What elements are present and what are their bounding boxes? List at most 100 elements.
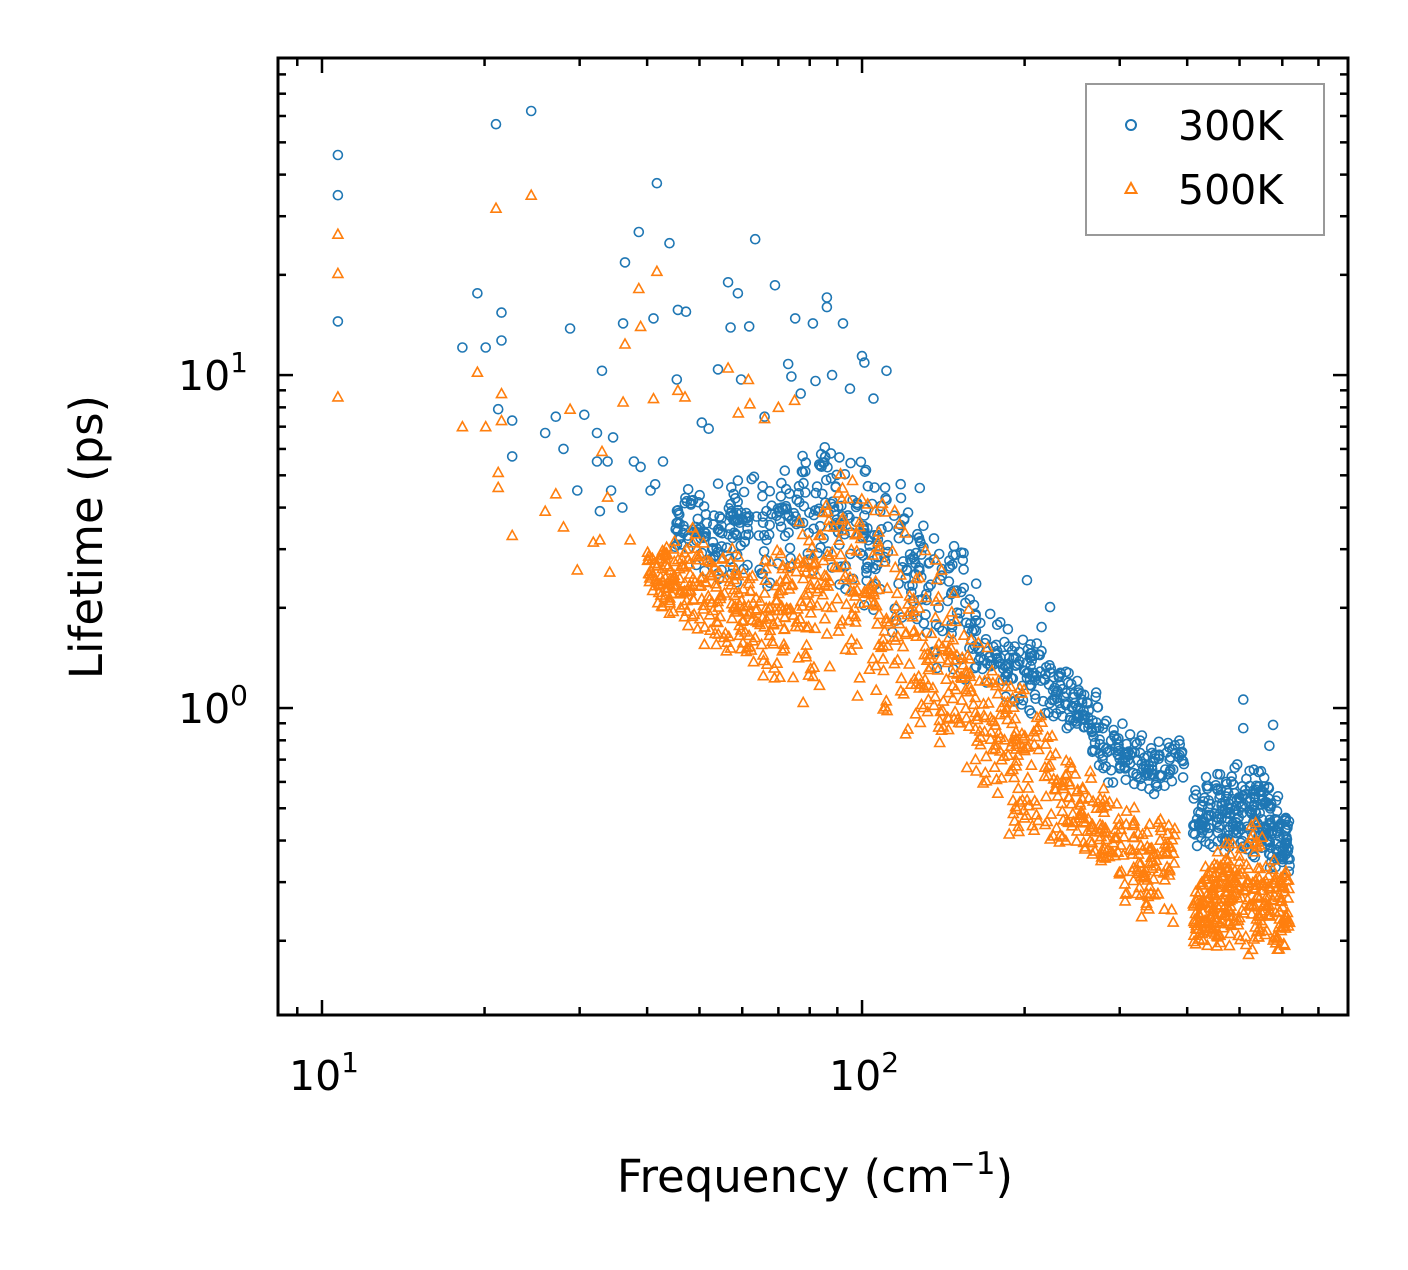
point-500k bbox=[960, 711, 973, 723]
point-500k bbox=[738, 625, 752, 637]
point-500k bbox=[816, 588, 830, 600]
point-300k bbox=[1199, 792, 1210, 804]
point-300k bbox=[1253, 766, 1265, 778]
point-500k bbox=[786, 670, 800, 683]
point-500k bbox=[792, 514, 806, 527]
point-300k bbox=[735, 540, 747, 551]
point-500k bbox=[766, 618, 780, 630]
point-500k bbox=[736, 614, 749, 626]
point-300k bbox=[628, 456, 640, 467]
point-300k bbox=[840, 583, 851, 595]
point-500k bbox=[963, 669, 977, 682]
point-500k bbox=[763, 609, 777, 621]
point-500k bbox=[1032, 742, 1045, 755]
point-500k bbox=[995, 771, 1008, 783]
point-500k bbox=[893, 605, 907, 617]
point-500k bbox=[931, 663, 945, 675]
point-500k bbox=[850, 526, 864, 538]
point-500k bbox=[1226, 870, 1240, 882]
point-500k bbox=[1127, 873, 1140, 886]
point-500k bbox=[634, 319, 647, 332]
point-500k bbox=[1136, 827, 1149, 840]
point-500k bbox=[1147, 872, 1160, 884]
point-300k bbox=[860, 464, 872, 476]
point-300k bbox=[1233, 826, 1244, 838]
point-500k bbox=[821, 504, 834, 517]
point-500k bbox=[1098, 824, 1112, 836]
point-300k bbox=[944, 561, 956, 572]
point-500k bbox=[760, 657, 774, 669]
point-500k bbox=[709, 577, 723, 589]
point-500k bbox=[491, 480, 505, 493]
point-300k bbox=[764, 485, 776, 497]
point-500k bbox=[970, 712, 984, 725]
point-500k bbox=[731, 569, 745, 581]
point-500k bbox=[1253, 838, 1266, 850]
point-500k bbox=[1190, 918, 1203, 931]
point-300k bbox=[1176, 754, 1188, 766]
point-300k bbox=[958, 547, 969, 559]
point-300k bbox=[835, 500, 847, 512]
point-500k bbox=[855, 492, 869, 504]
point-300k bbox=[1044, 601, 1056, 613]
point-500k bbox=[703, 568, 717, 580]
point-500k bbox=[651, 558, 665, 571]
point-500k bbox=[1059, 833, 1073, 846]
point-500k bbox=[663, 606, 676, 618]
point-500k bbox=[759, 561, 773, 574]
point-300k bbox=[564, 323, 576, 334]
point-300k bbox=[1221, 791, 1232, 802]
point-500k bbox=[756, 610, 770, 623]
point-500k bbox=[1020, 793, 1034, 805]
point-300k bbox=[1216, 832, 1228, 844]
point-300k bbox=[694, 489, 706, 501]
point-500k bbox=[1222, 837, 1236, 849]
point-500k bbox=[1041, 769, 1055, 781]
point-500k bbox=[687, 607, 701, 620]
point-500k bbox=[1063, 778, 1077, 790]
point-500k bbox=[909, 677, 923, 690]
point-300k bbox=[973, 654, 985, 666]
point-500k bbox=[1232, 928, 1245, 941]
point-500k bbox=[899, 625, 913, 638]
point-500k bbox=[1095, 850, 1109, 862]
point-500k bbox=[1209, 866, 1223, 878]
point-500k bbox=[678, 610, 691, 622]
point-500k bbox=[1031, 720, 1045, 732]
point-500k bbox=[901, 722, 915, 734]
point-500k bbox=[725, 541, 739, 554]
point-500k bbox=[1233, 910, 1246, 923]
point-500k bbox=[1254, 913, 1268, 926]
point-300k bbox=[1164, 742, 1175, 753]
point-500k bbox=[764, 554, 778, 567]
point-300k bbox=[1265, 842, 1277, 853]
point-500k bbox=[727, 588, 741, 601]
point-500k bbox=[1071, 783, 1085, 795]
point-500k bbox=[1214, 935, 1227, 948]
point-300k bbox=[1092, 701, 1104, 713]
point-300k bbox=[944, 555, 955, 567]
point-300k bbox=[1107, 777, 1119, 788]
x-tick-label: 102 bbox=[829, 1046, 899, 1100]
point-500k bbox=[1201, 938, 1214, 951]
point-300k bbox=[963, 623, 974, 634]
point-500k bbox=[667, 554, 681, 567]
point-500k bbox=[969, 752, 982, 765]
point-500k bbox=[791, 602, 805, 614]
point-500k bbox=[331, 227, 345, 239]
point-300k bbox=[506, 415, 518, 426]
x-tick-labels: 101 102 bbox=[289, 1046, 899, 1100]
point-500k bbox=[755, 637, 768, 650]
point-500k bbox=[839, 557, 852, 570]
point-500k bbox=[896, 639, 910, 652]
point-500k bbox=[1131, 862, 1144, 874]
point-500k bbox=[792, 651, 805, 663]
point-300k bbox=[855, 456, 867, 468]
point-500k bbox=[1244, 831, 1257, 843]
point-500k bbox=[890, 586, 904, 599]
point-500k bbox=[939, 672, 953, 684]
point-500k bbox=[1207, 888, 1221, 901]
point-500k bbox=[942, 685, 955, 698]
point-500k bbox=[686, 536, 699, 548]
point-500k bbox=[936, 703, 950, 716]
